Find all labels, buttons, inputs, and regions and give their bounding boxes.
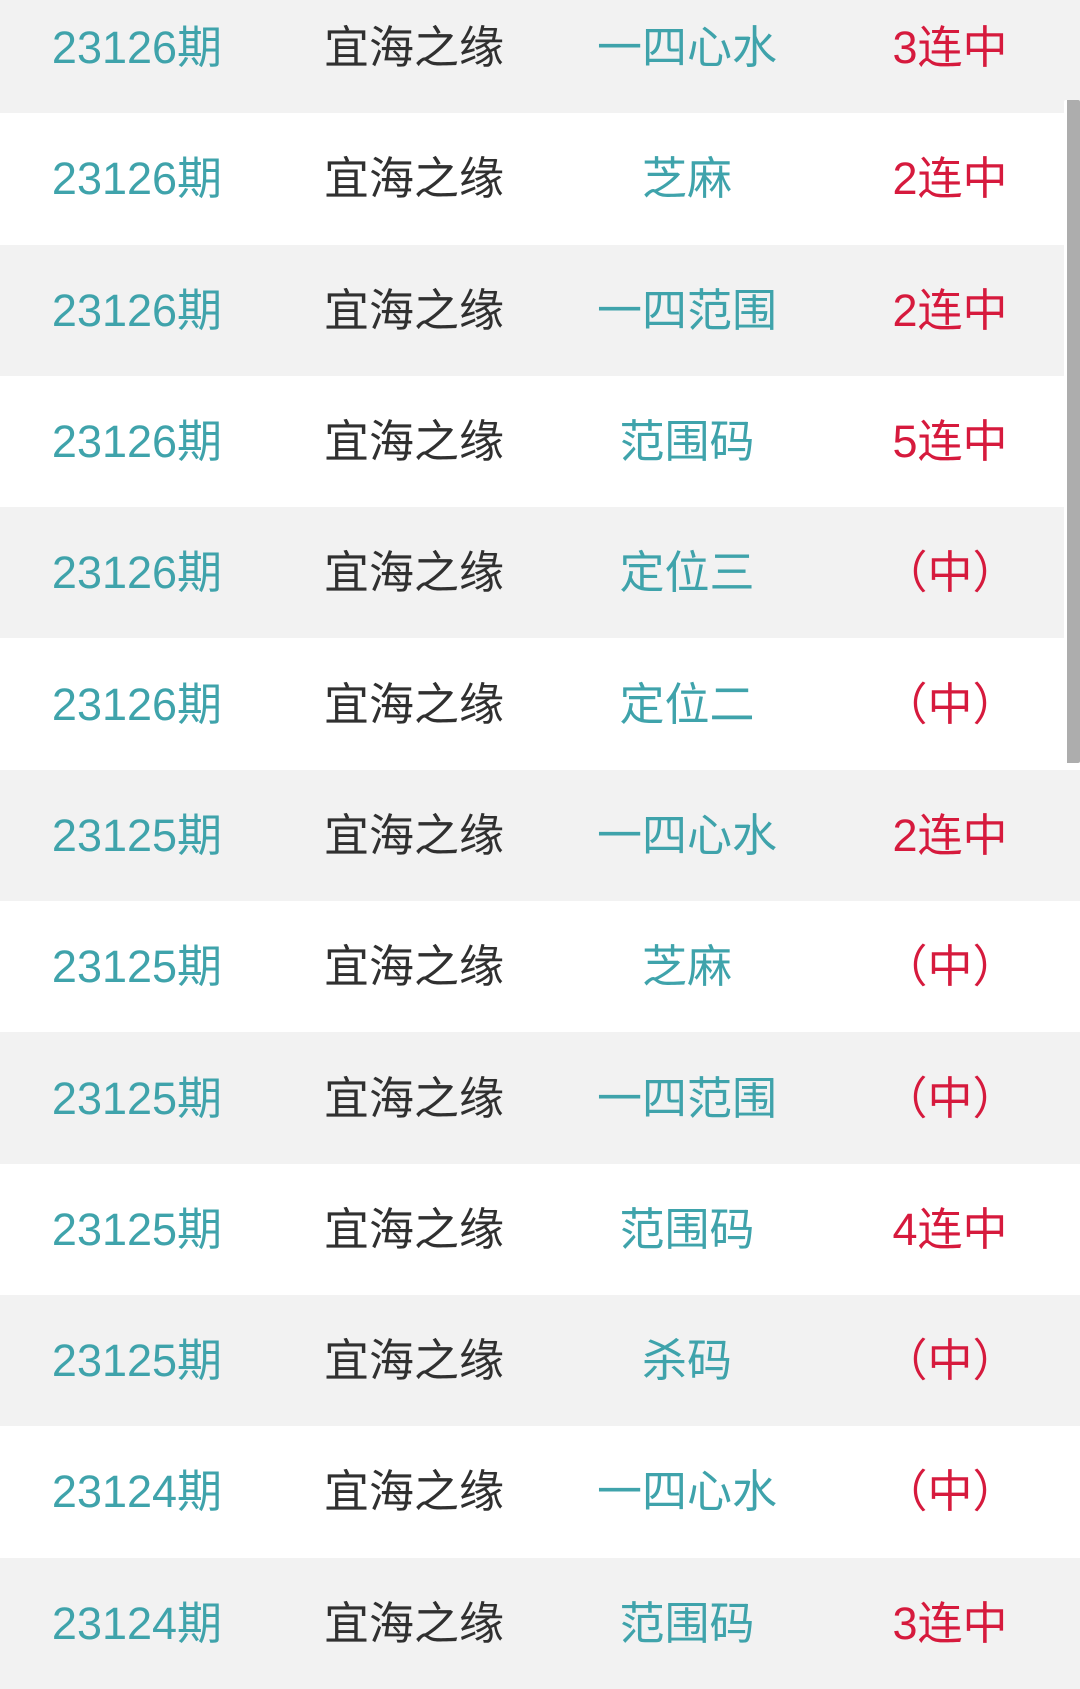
source-cell: 宜海之缘 (323, 284, 504, 336)
category-cell: 一四范围 (596, 284, 777, 336)
table-row[interactable]: 23125期 宜海之缘 一四心水 2连中 (0, 769, 1080, 902)
period-cell: 23126期 (51, 678, 223, 730)
category-cell: 范围码 (619, 1597, 755, 1649)
table-row[interactable]: 23126期 宜海之缘 定位二 （中） (0, 638, 1080, 770)
category-cell: 芝麻 (641, 153, 732, 205)
source-cell: 宜海之缘 (323, 678, 504, 730)
category-cell: 一四心水 (596, 1466, 777, 1518)
result-cell: 4连中 (892, 1203, 1008, 1255)
category-cell: 定位二 (619, 678, 755, 730)
result-cell: （中） (882, 1466, 1018, 1518)
table-row[interactable]: 23125期 宜海之缘 范围码 4连中 (0, 1163, 1080, 1295)
table-row[interactable]: 23126期 宜海之缘 范围码 5连中 (0, 375, 1080, 508)
period-cell: 23126期 (51, 416, 223, 468)
period-cell: 23126期 (51, 284, 223, 336)
source-cell: 宜海之缘 (323, 809, 504, 861)
table-row[interactable]: 23124期 宜海之缘 范围码 3连中 (0, 1557, 1080, 1689)
source-cell: 宜海之缘 (323, 416, 504, 468)
result-cell: 2连中 (892, 284, 1008, 336)
table-row[interactable]: 23125期 宜海之缘 一四范围 （中） (0, 1032, 1080, 1164)
period-cell: 23124期 (51, 1466, 223, 1518)
result-cell: （中） (882, 1335, 1018, 1387)
result-cell: 5连中 (892, 416, 1008, 468)
category-cell: 一四心水 (596, 22, 777, 74)
period-cell: 23124期 (51, 1597, 223, 1649)
category-cell: 一四心水 (596, 809, 777, 861)
table-row[interactable]: 23126期 宜海之缘 芝麻 2连中 (0, 113, 1080, 245)
source-cell: 宜海之缘 (323, 153, 504, 205)
source-cell: 宜海之缘 (323, 1335, 504, 1387)
table-row[interactable]: 23125期 宜海之缘 芝麻 （中） (0, 901, 1080, 1033)
period-cell: 23125期 (51, 809, 223, 861)
result-cell: 3连中 (892, 1597, 1008, 1649)
source-cell: 宜海之缘 (323, 547, 504, 599)
source-cell: 宜海之缘 (323, 22, 504, 74)
period-cell: 23126期 (51, 153, 223, 205)
period-cell: 23126期 (51, 22, 223, 74)
category-cell: 一四范围 (596, 1072, 777, 1124)
period-cell: 23125期 (51, 941, 223, 993)
source-cell: 宜海之缘 (323, 1203, 504, 1255)
category-cell: 范围码 (619, 416, 755, 468)
table-row[interactable]: 23126期 宜海之缘 定位三 （中） (0, 507, 1080, 639)
period-cell: 23125期 (51, 1203, 223, 1255)
source-cell: 宜海之缘 (323, 1597, 504, 1649)
source-cell: 宜海之缘 (323, 1466, 504, 1518)
result-cell: 2连中 (892, 153, 1008, 205)
result-cell: （中） (882, 941, 1018, 993)
category-cell: 芝麻 (641, 941, 732, 993)
table-row[interactable]: 23126期 宜海之缘 一四心水 3连中 (0, 0, 1080, 114)
source-cell: 宜海之缘 (323, 941, 504, 993)
result-cell: （中） (882, 678, 1018, 730)
period-cell: 23126期 (51, 547, 223, 599)
period-cell: 23125期 (51, 1335, 223, 1387)
result-cell: （中） (882, 1072, 1018, 1124)
result-cell: （中） (882, 547, 1018, 599)
category-cell: 定位三 (619, 547, 755, 599)
table-row[interactable]: 23125期 宜海之缘 杀码 （中） (0, 1294, 1080, 1427)
result-cell: 3连中 (892, 22, 1008, 74)
source-cell: 宜海之缘 (323, 1072, 504, 1124)
category-cell: 杀码 (641, 1335, 732, 1387)
category-cell: 范围码 (619, 1203, 755, 1255)
table-row[interactable]: 23126期 宜海之缘 一四范围 2连中 (0, 244, 1080, 376)
period-cell: 23125期 (51, 1072, 223, 1124)
table-row[interactable]: 23124期 宜海之缘 一四心水 （中） (0, 1426, 1080, 1558)
result-cell: 2连中 (892, 809, 1008, 861)
scrollbar-thumb[interactable] (1064, 100, 1080, 763)
